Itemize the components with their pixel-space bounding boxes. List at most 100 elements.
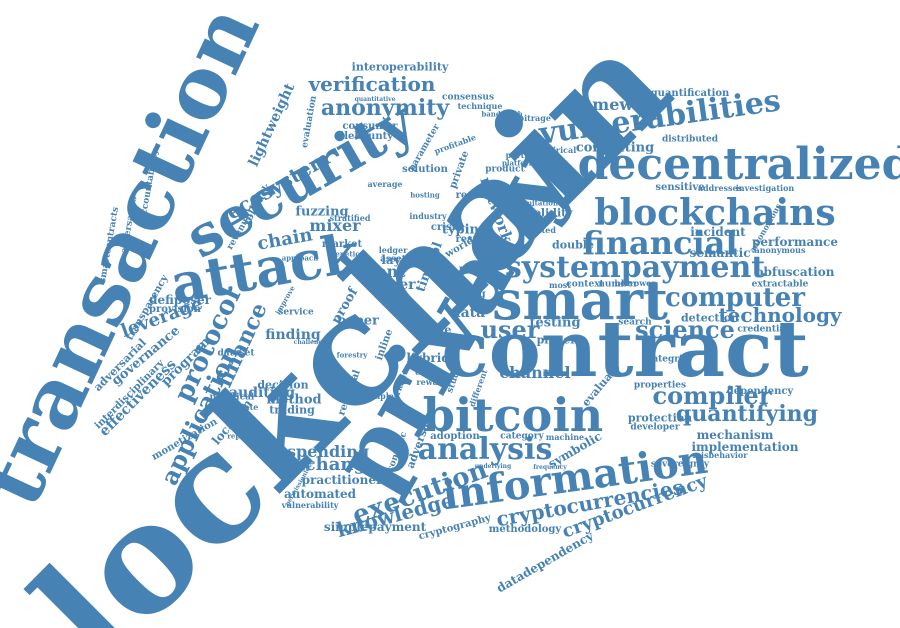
word-average: average [367, 179, 403, 189]
word-implementation: implementation [691, 440, 799, 454]
word-hybrid: hybrid [406, 351, 450, 365]
word-context: context [566, 279, 604, 290]
word-frequency: frequency [533, 464, 567, 471]
word-search: search [618, 317, 652, 328]
word-dataset: dataset [217, 348, 255, 359]
word-defiposer: defiposer [149, 293, 211, 307]
word-user: user [480, 315, 540, 344]
word-genetic: genetic [330, 249, 360, 259]
word-simplepayment: simplepayment [323, 520, 427, 534]
word-protection: protection [627, 411, 693, 425]
word-static: static [471, 258, 501, 269]
word-framework: framework [566, 95, 664, 114]
word-smart: smart [492, 268, 668, 332]
word-quantifying: quantifying [675, 401, 819, 427]
word-analysis: analysis [417, 432, 553, 467]
word-solidity: solidity [527, 206, 573, 220]
word-developer: developer [630, 422, 680, 433]
word-value: value [418, 323, 452, 337]
word-number: number [598, 279, 638, 290]
word-science: science [635, 315, 735, 344]
word-arbitrage: arbitrage [509, 113, 551, 123]
word-particular: particular [505, 150, 551, 160]
word-computing: computing [575, 140, 655, 156]
word-client: client [354, 262, 406, 281]
word-borrower: borrower [614, 278, 656, 288]
word-challenge: challenge [293, 339, 327, 346]
word-service: service [278, 307, 314, 318]
word-more: more [431, 332, 469, 348]
word-provision: provision [149, 304, 201, 315]
word-ledger: ledger [378, 245, 408, 255]
word-anonymous: anonymous [754, 245, 806, 255]
word-semantic: semantic [689, 246, 751, 260]
word-extractable: extractable [751, 279, 809, 290]
word-sovereignty: sovereignty [650, 459, 710, 470]
word-testing: testing [529, 315, 581, 331]
word-appropriate: appropriate [205, 402, 259, 412]
word-compiler: compiler [652, 381, 772, 410]
word-hosting: hosting [410, 190, 440, 200]
word-auditing: auditing [228, 385, 296, 401]
word-platform: platform [501, 158, 537, 168]
word-methodology: methodology [488, 524, 562, 535]
word-stratified: stratified [329, 213, 371, 223]
word-method: method [266, 392, 322, 408]
word-spending: spending [286, 442, 370, 461]
word-technology: technology [718, 303, 842, 327]
word-detection: detection [680, 311, 740, 325]
word-research: research [455, 190, 505, 201]
word-category: category [500, 431, 544, 442]
word-contract: contract [441, 304, 809, 395]
word-consumer: consumer [342, 121, 398, 132]
word-solution: solution [402, 164, 448, 175]
word-forestry: forestry [336, 350, 368, 360]
word-reward: reward [416, 377, 448, 387]
word-double: double [552, 238, 594, 252]
word-obfuscation: obfuscation [755, 265, 835, 279]
word-data: data [450, 305, 486, 321]
word-present: present [536, 333, 584, 347]
word-distributed: distributed [661, 134, 719, 145]
word-adoption: adoption [430, 431, 480, 442]
word-approach: approach [281, 253, 319, 263]
word-decentralized: decentralized [577, 139, 900, 190]
word-bitcoin: bitcoin [422, 388, 604, 442]
word-addresses: addresses [697, 183, 743, 193]
word-exchange: exchange [282, 454, 378, 475]
word-practical: practical [209, 392, 255, 403]
word-financial: financial [582, 224, 738, 262]
word-fuzzing: fuzzing [295, 204, 349, 220]
word-decision: decision [257, 378, 309, 392]
word-anonymity: anonymity [320, 95, 450, 121]
word-integrity: integrity [648, 354, 692, 365]
word-interoperability: interoperability [351, 60, 449, 74]
word-credential: credential [737, 324, 789, 335]
word-practitioner: practitioner [301, 473, 383, 487]
word-automated: automated [283, 487, 357, 501]
word-market: market [321, 239, 363, 250]
word-datadependency: datadependency [494, 528, 596, 596]
word-bandwidth: bandwidth [481, 109, 523, 119]
word-mixer: mixer [309, 216, 361, 235]
word-properties: properties [633, 380, 687, 391]
word-peer: peer [380, 277, 416, 293]
word-related: related [524, 225, 556, 235]
word-investigation: investigation [735, 183, 795, 193]
word-incident: incident [690, 225, 746, 239]
word-computer: computer [664, 283, 806, 313]
word-underlying: underlying [474, 463, 512, 470]
word-reputation: reputation [227, 431, 269, 441]
word-result: result [455, 234, 489, 245]
word-typing: typing [441, 222, 489, 238]
word-eclaim: eclaim [415, 367, 445, 377]
word-vulnerability: vulnerability [281, 500, 339, 510]
word-machine: machine [545, 432, 585, 442]
word-imitation: imitation [521, 198, 559, 208]
word-finding: finding [265, 327, 321, 343]
word-trading: trading [269, 403, 315, 417]
word-blockchains: blockchains [594, 192, 836, 234]
word-most: most [549, 280, 571, 290]
word-real: real [436, 265, 464, 279]
